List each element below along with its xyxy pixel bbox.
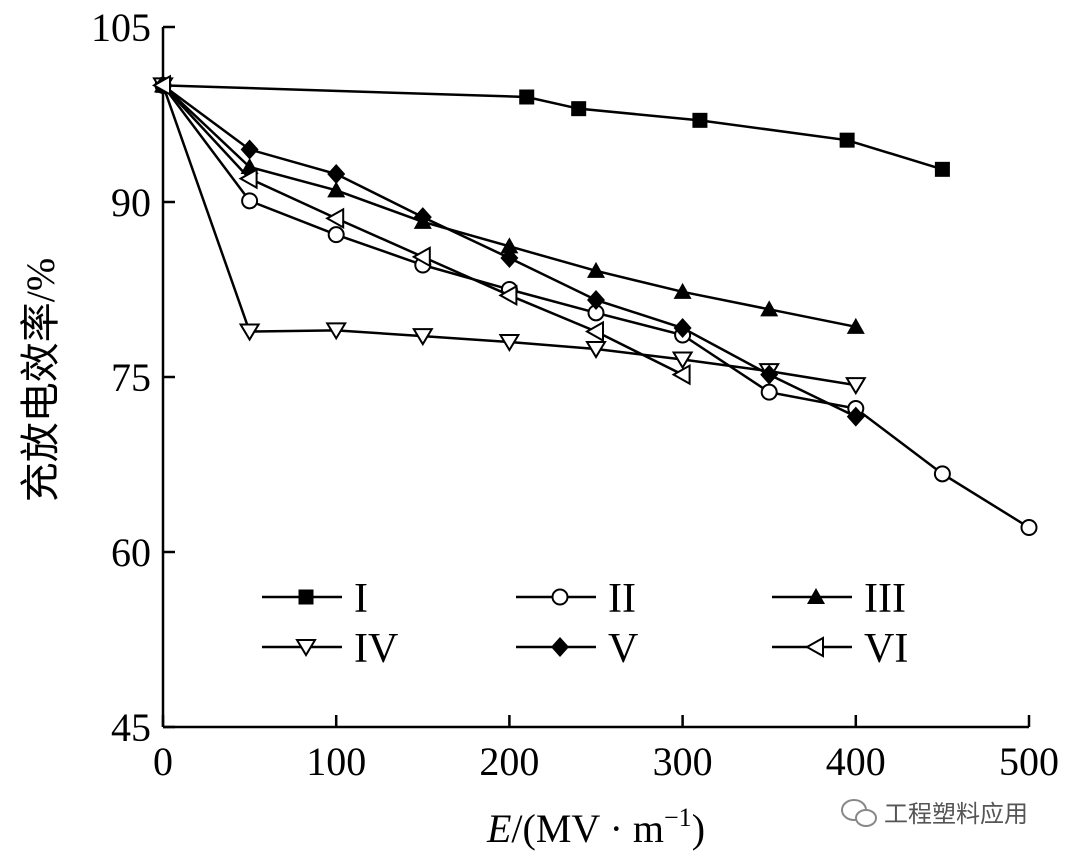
data-point-VI bbox=[325, 207, 345, 230]
data-point-III bbox=[673, 282, 692, 299]
series-line-I bbox=[162, 84, 943, 171]
data-point-VI bbox=[411, 246, 431, 268]
y-tick-label: 90 bbox=[111, 180, 151, 225]
watermark-text: 工程塑料应用 bbox=[884, 800, 1028, 828]
data-point-V bbox=[846, 406, 865, 427]
data-point-V bbox=[413, 207, 432, 228]
y-tick-label: 60 bbox=[111, 530, 151, 575]
x-tick-label: 400 bbox=[826, 739, 886, 784]
data-point-II bbox=[760, 383, 778, 401]
y-tick-label: 45 bbox=[111, 705, 151, 750]
y-tick-label: 75 bbox=[111, 355, 151, 400]
x-tick-label: 500 bbox=[999, 739, 1059, 784]
data-point-legend-III bbox=[807, 588, 825, 604]
data-point-I bbox=[692, 112, 708, 128]
legend-item-I: I bbox=[262, 576, 368, 622]
data-point-IV bbox=[845, 377, 867, 396]
legend-label: IV bbox=[354, 626, 398, 672]
series-VI bbox=[151, 74, 691, 386]
x-tick-label: 200 bbox=[479, 739, 539, 784]
data-point-IV bbox=[498, 334, 521, 352]
data-point-V bbox=[327, 164, 346, 184]
data-point-III bbox=[327, 181, 346, 198]
data-point-II bbox=[327, 226, 345, 244]
data-point-V bbox=[760, 364, 779, 385]
legend-item-VI: VI bbox=[772, 626, 908, 672]
data-point-I bbox=[934, 161, 950, 177]
data-point-V bbox=[240, 139, 259, 160]
data-point-legend-IV bbox=[295, 639, 317, 657]
data-point-VI bbox=[498, 284, 518, 307]
data-point-IV bbox=[412, 328, 434, 347]
data-point-legend-II bbox=[551, 588, 569, 606]
data-point-VI bbox=[151, 74, 171, 97]
data-point-I bbox=[571, 101, 587, 117]
data-point-legend-I bbox=[298, 589, 314, 605]
legend-item-II: II bbox=[516, 576, 636, 622]
axes: 45 60 75 90 105 0 100 200 300 400 500 bbox=[91, 5, 1059, 784]
data-point-II bbox=[241, 192, 259, 210]
data-point-IV bbox=[325, 322, 347, 341]
data-point-V bbox=[587, 290, 605, 310]
data-point-V bbox=[673, 318, 692, 338]
legend-label: II bbox=[608, 576, 636, 622]
legend-item-V: V bbox=[516, 626, 638, 672]
data-point-VI bbox=[238, 167, 258, 190]
data-point-III bbox=[500, 237, 519, 254]
data-point-III bbox=[846, 317, 865, 334]
legend-label: I bbox=[354, 576, 368, 622]
data-point-IV bbox=[671, 351, 694, 370]
data-point-V bbox=[500, 248, 519, 268]
data-point-III bbox=[760, 300, 779, 317]
legend-label: III bbox=[864, 576, 906, 622]
legend-label: V bbox=[608, 626, 638, 672]
data-point-VI bbox=[671, 363, 691, 386]
legend-item-IV: IV bbox=[262, 626, 398, 672]
y-axis-title: 充放电效率/% bbox=[18, 258, 63, 502]
data-point-IV bbox=[585, 341, 607, 359]
legend-label: VI bbox=[864, 626, 908, 672]
data-point-III bbox=[587, 261, 605, 278]
x-axis-title: E/(MV · m−1) bbox=[486, 803, 705, 851]
watermark: 工程塑料应用 bbox=[841, 799, 1028, 828]
data-point-legend-VI bbox=[804, 636, 824, 658]
series-IV bbox=[152, 77, 867, 396]
data-point-legend-V bbox=[551, 637, 569, 657]
data-point-II bbox=[933, 465, 951, 483]
x-tick-label: 100 bbox=[306, 739, 366, 784]
data-point-II bbox=[1020, 519, 1038, 536]
series-layer bbox=[151, 74, 1038, 536]
x-tick-label: 0 bbox=[153, 739, 173, 784]
y-tick-label: 105 bbox=[91, 5, 151, 50]
x-tick-label: 300 bbox=[653, 739, 713, 784]
series-I bbox=[155, 77, 950, 177]
data-point-I bbox=[519, 89, 535, 105]
wechat-icon bbox=[841, 799, 877, 827]
data-point-VI bbox=[584, 320, 604, 343]
legend-item-III: III bbox=[772, 576, 906, 622]
data-point-I bbox=[839, 132, 855, 148]
data-point-IV bbox=[238, 323, 261, 342]
